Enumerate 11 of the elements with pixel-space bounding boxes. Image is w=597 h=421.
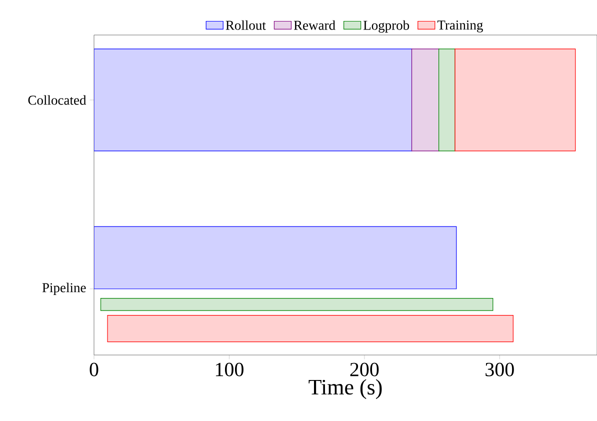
x-axis-title: Time (s) — [308, 379, 382, 400]
legend-label: Reward — [294, 20, 336, 30]
legend-label: Rollout — [226, 20, 266, 30]
x-tick-label: 0 — [90, 362, 98, 376]
y-tick-label: Pipeline — [42, 282, 86, 296]
x-tick-label: 200 — [350, 362, 379, 376]
y-tick-label: Collocated — [28, 95, 86, 105]
legend-label: Logprob — [363, 20, 410, 33]
legend-label: Training — [437, 20, 483, 32]
x-tick-label: 300 — [486, 362, 514, 376]
x-tick-label: 100 — [216, 362, 244, 376]
